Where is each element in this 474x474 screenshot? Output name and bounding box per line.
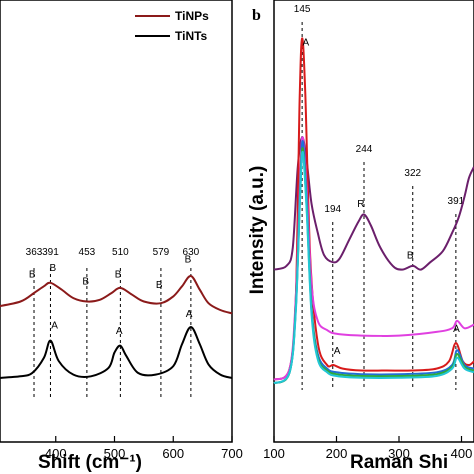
- series-line-6: [273, 151, 474, 385]
- phase-marker: A: [453, 324, 460, 335]
- panel-b-x-ticks: 100 200 300 400: [263, 436, 472, 461]
- phase-marker: A: [116, 326, 123, 337]
- panel-b-series: [273, 37, 474, 385]
- peak-label: 322: [404, 168, 421, 179]
- x-tick-label: 200: [326, 446, 348, 461]
- x-tick-label: 600: [162, 446, 184, 461]
- peak-label: 363: [26, 247, 43, 258]
- panel-b-annotations: A R B A A: [303, 38, 461, 357]
- panel-a-x-ticks: 400 500 600 700: [45, 436, 243, 461]
- phase-marker: B: [29, 270, 36, 281]
- peak-label: 453: [79, 247, 96, 258]
- x-tick-label: 300: [388, 446, 410, 461]
- legend-label-tinps: TiNPs: [175, 9, 209, 23]
- phase-marker: A: [186, 309, 193, 320]
- series-line-2: [273, 37, 474, 381]
- phase-marker: A: [51, 321, 58, 332]
- panel-a-x-axis-label: Shift (cm⁻¹): [38, 452, 142, 473]
- peak-label: 510: [112, 247, 129, 258]
- peak-label: 194: [324, 204, 341, 215]
- phase-marker: B: [115, 270, 122, 281]
- series-line-1: [0, 275, 233, 315]
- panel-b-x-axis-label: Raman Shi: [350, 452, 448, 473]
- panel-b-frame: [273, 0, 474, 443]
- panel-a: 363 391 453 510 579 630 B B B B B B A A A 400 500 600 70…: [0, 0, 243, 473]
- panel-b-letter: b: [252, 7, 261, 24]
- peak-label: 145: [294, 4, 311, 15]
- x-tick-label: 100: [263, 446, 285, 461]
- peak-label: 391: [448, 196, 465, 207]
- phase-marker: R: [357, 199, 364, 210]
- phase-marker: B: [82, 277, 89, 288]
- legend-label-tints: TiNTs: [175, 29, 208, 43]
- panel-b: b 145 194 244 322 391 A R B A A 100 200 300 400 Int…: [247, 0, 474, 473]
- phase-marker: B: [407, 251, 414, 262]
- peak-label: 391: [42, 247, 59, 258]
- panel-a-annotations: B B B B B B A A A: [29, 254, 193, 336]
- x-tick-label: 400: [45, 446, 67, 461]
- phase-marker: B: [49, 263, 56, 274]
- panel-b-y-axis-label: Intensity (a.u.): [247, 166, 268, 295]
- peak-label: 244: [356, 144, 373, 155]
- x-tick-label: 400: [451, 446, 473, 461]
- phase-marker: B: [156, 280, 163, 291]
- panel-a-series: [0, 275, 233, 379]
- series-line-2: [0, 326, 233, 379]
- phase-marker: A: [334, 346, 341, 357]
- peak-label: 630: [183, 247, 200, 258]
- phase-marker: B: [185, 254, 192, 265]
- panel-a-frame: [0, 0, 233, 443]
- x-tick-label: 700: [221, 446, 243, 461]
- series-line-5: [273, 147, 474, 385]
- phase-marker: A: [303, 38, 310, 49]
- x-tick-label: 500: [104, 446, 126, 461]
- panel-a-legend: TiNPs TiNTs: [135, 9, 209, 43]
- panel-a-peak-lines: 363 391 453 510 579 630: [26, 247, 200, 400]
- peak-label: 579: [153, 247, 170, 258]
